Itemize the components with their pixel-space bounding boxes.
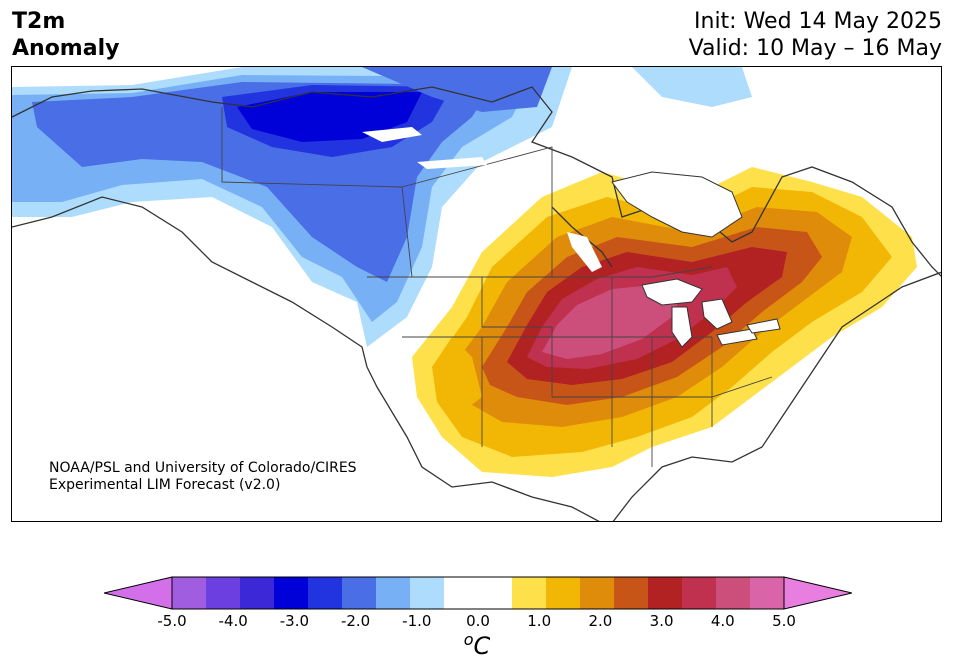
anomaly-map	[11, 66, 942, 522]
colorbar-cell	[308, 577, 343, 609]
lake-winnipeg	[567, 232, 602, 272]
colorbar-tick-label: 3.0	[649, 612, 674, 630]
credit-line-1: NOAA/PSL and University of Colorado/CIRE…	[49, 460, 357, 476]
unit-degree-symbol: o	[463, 630, 474, 649]
cold-anomaly-arctic	[362, 67, 552, 112]
colorbar-cell	[342, 577, 377, 609]
colorbar-tick-label: 2.0	[588, 612, 613, 630]
init-date: Init: Wed 14 May 2025	[694, 9, 942, 34]
colorbar-tick-label: 4.0	[710, 612, 735, 630]
great-slave-lake	[417, 157, 487, 169]
colorbar-outline	[171, 576, 785, 610]
great-bear-lake	[362, 127, 422, 142]
colorbar-cell	[682, 577, 717, 609]
colorbar-tick-label: -3.0	[279, 612, 310, 630]
colorbar-under-arrow	[104, 576, 173, 610]
colorbar-tick-label: 5.0	[772, 612, 796, 630]
state-borders	[221, 107, 773, 467]
cold-anomaly-core	[237, 92, 422, 142]
credit-line-2: Experimental LIM Forecast (v2.0)	[49, 477, 281, 493]
colorbar-cell	[172, 577, 207, 609]
colorbar-cell	[206, 577, 241, 609]
colorbar-over-arrow	[783, 576, 852, 610]
forecast-dates: Init: Wed 14 May 2025 Valid: 10 May – 16…	[689, 8, 942, 62]
colorbar-cell	[478, 577, 513, 609]
colorbar-cell	[716, 577, 751, 609]
colorbar-cell	[512, 577, 547, 609]
warm-anomaly-southwest	[432, 337, 482, 412]
colorbar-unit: oC	[464, 630, 491, 660]
variable-name: T2m	[12, 9, 66, 34]
valid-range: Valid: 10 May – 16 May	[688, 36, 942, 61]
unit-symbol: C	[473, 632, 491, 660]
colorbar-cell	[614, 577, 649, 609]
colorbar-tick-label: 0.0	[466, 612, 490, 630]
colorbar-tick-label: -2.0	[340, 612, 371, 630]
colorbar-cell	[444, 577, 479, 609]
map-canvas	[12, 67, 941, 521]
colorbar-tick-label: -5.0	[157, 612, 187, 630]
forecast-credit: NOAA/PSL and University of Colorado/CIRE…	[49, 460, 357, 494]
colorbar-cell	[410, 577, 445, 609]
map-title: T2m Anomaly	[12, 8, 119, 62]
variable-subtitle: Anomaly	[12, 36, 120, 61]
colorbar-cell	[648, 577, 683, 609]
colorbar-cell	[750, 577, 785, 609]
great-lakes	[641, 278, 781, 348]
colorbar-cell	[580, 577, 615, 609]
colorbar-tick-label: -4.0	[218, 612, 248, 630]
hudson-bay	[611, 171, 743, 238]
colorbar-tick-label: -1.0	[402, 612, 432, 630]
colorbar-tick-label: 1.0	[527, 612, 552, 630]
colorbar-cell	[274, 577, 309, 609]
coastlines	[12, 86, 941, 521]
colorbar	[104, 576, 852, 610]
colorbar-cells	[172, 577, 785, 609]
cold-anomaly-greenland	[632, 67, 752, 107]
colorbar-cell	[376, 577, 411, 609]
colorbar-cell	[546, 577, 581, 609]
colorbar-cell	[240, 577, 275, 609]
